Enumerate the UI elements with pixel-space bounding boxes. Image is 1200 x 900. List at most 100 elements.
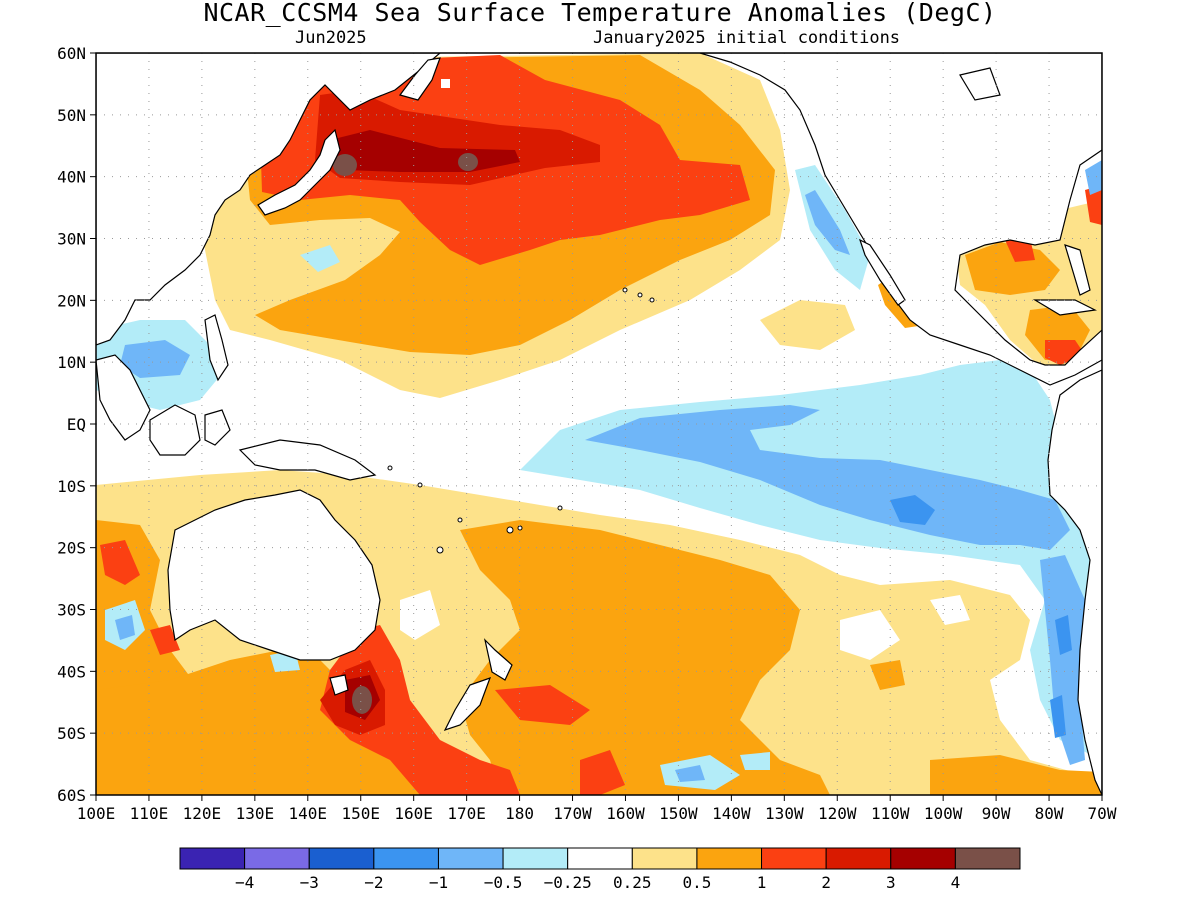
lat-tick-label: 20S xyxy=(57,539,86,558)
cold-tongue-core xyxy=(890,495,935,525)
ca-coast-blue xyxy=(805,190,850,255)
new-zealand-south xyxy=(443,677,492,732)
wp-cool-blue xyxy=(120,340,190,378)
colorbar-swatch xyxy=(437,847,504,870)
lon-tick-label: 100W xyxy=(924,804,963,823)
lon-tick-label: 140W xyxy=(712,804,751,823)
forecast-month-label: Jun2025 xyxy=(295,28,367,48)
new-guinea xyxy=(238,439,377,481)
lon-tick-label: 180 xyxy=(505,804,534,823)
baja xyxy=(858,238,906,306)
gulf-mexico-orange xyxy=(965,242,1090,360)
lon-tick-label: 170W xyxy=(553,804,592,823)
lon-tick-label: 160E xyxy=(394,804,433,823)
asia-coast xyxy=(96,53,441,346)
np-max-2 xyxy=(458,153,478,171)
latitude-axis: 60N 50N 40N 30N 20N 10N EQ 10S 20S 30S 40S 50S 60S xyxy=(57,44,96,805)
so-cool-2 xyxy=(115,615,135,640)
indochina xyxy=(96,354,151,441)
colorbar-label: 0.5 xyxy=(682,873,711,892)
colorbar-label: −1 xyxy=(429,873,448,892)
colorbar-label: 3 xyxy=(886,873,896,892)
colorbar-label: 1 xyxy=(757,873,767,892)
lon-tick-label: 110W xyxy=(871,804,910,823)
lon-tick-label: 130W xyxy=(765,804,804,823)
lat-tick-label: 50N xyxy=(57,106,86,125)
peru-coast-inner xyxy=(1050,615,1072,738)
colorbar-swatch xyxy=(825,847,892,870)
anomaly-field xyxy=(96,53,1102,795)
philippines xyxy=(204,314,229,382)
cold-tongue-blue xyxy=(585,405,1070,550)
lon-tick-label: 130E xyxy=(236,804,275,823)
colorbar-swatch xyxy=(244,847,310,870)
np-missing-cell xyxy=(441,79,450,88)
sp-orange-south xyxy=(96,650,440,795)
tasman-max xyxy=(352,686,372,714)
cuba xyxy=(1032,299,1097,316)
colorbar-label: −0.5 xyxy=(484,873,523,892)
lon-tick-label: 100E xyxy=(77,804,116,823)
colorbar-swatch xyxy=(567,847,633,870)
colorbar-swatch xyxy=(308,847,375,870)
lon-tick-label: 140E xyxy=(289,804,328,823)
colorbar-swatch xyxy=(373,847,439,870)
lat-tick-label: 60S xyxy=(57,786,86,805)
colorbar-swatch xyxy=(502,847,569,870)
north-america xyxy=(699,53,1102,386)
peru-coast-blue xyxy=(1040,555,1090,765)
nz-east-red xyxy=(495,685,625,795)
lon-tick-label: 150E xyxy=(341,804,380,823)
lat-tick-label: 30N xyxy=(57,230,86,249)
sulawesi xyxy=(204,409,231,446)
lat-tick-label: 50S xyxy=(57,724,86,743)
colorbar-swatch xyxy=(890,847,956,870)
sp-red-west xyxy=(100,540,180,655)
lat-tick-label: EQ xyxy=(67,415,86,434)
sp-orange-main xyxy=(460,520,830,795)
lon-tick-label: 120W xyxy=(818,804,857,823)
australia xyxy=(167,489,381,661)
colorbar-label: 4 xyxy=(951,873,961,892)
borneo xyxy=(149,404,201,456)
sp-neutral-1 xyxy=(400,590,970,660)
sp-orange-east xyxy=(870,660,1102,795)
cold-tongue-light xyxy=(520,360,1102,760)
lon-tick-label: 160W xyxy=(606,804,645,823)
kamchatka xyxy=(398,57,441,101)
lon-tick-label: 150W xyxy=(659,804,698,823)
colorbar-swatch xyxy=(179,847,246,870)
longitude-axis: 100E 110E 120E 130E 140E 150E 160E 170E 180 170W 1… xyxy=(77,795,1117,823)
lon-tick-label: 80W xyxy=(1035,804,1064,823)
lon-tick-label: 120E xyxy=(183,804,222,823)
lat-tick-label: 30S xyxy=(57,601,86,620)
colorbar-swatch xyxy=(761,847,827,870)
lat-tick-label: 40N xyxy=(57,168,86,187)
tasmania xyxy=(329,674,349,696)
lat-tick-label: 10N xyxy=(57,353,86,372)
so-cool-4 xyxy=(675,765,705,782)
colorbar: −4 −3 −2 −1 −0.5 −0.25 0.25 0.5 1 2 3 4 xyxy=(179,847,1021,892)
japan xyxy=(257,128,341,216)
lon-tick-label: 70W xyxy=(1088,804,1117,823)
atlantic-cool xyxy=(1085,160,1102,195)
lon-tick-label: 110E xyxy=(130,804,169,823)
colorbar-swatch xyxy=(954,847,1021,870)
lon-tick-label: 90W xyxy=(982,804,1011,823)
np-cool-patch xyxy=(300,245,340,272)
np-max-1 xyxy=(333,154,357,176)
colorbar-label: 2 xyxy=(821,873,831,892)
hudson xyxy=(959,67,1001,101)
florida xyxy=(1064,244,1091,296)
colorbar-label: −0.25 xyxy=(544,873,592,892)
colorbar-label: −4 xyxy=(235,873,254,892)
colorbar-label: 0.25 xyxy=(613,873,652,892)
land xyxy=(96,53,1102,795)
map-title: NCAR_CCSM4 Sea Surface Temperature Anoma… xyxy=(203,0,997,27)
colorbar-swatch xyxy=(696,847,763,870)
pacific-islands xyxy=(387,287,655,554)
colorbar-swatch xyxy=(631,847,698,870)
lat-tick-label: 10S xyxy=(57,477,86,496)
new-zealand-north xyxy=(483,638,513,681)
